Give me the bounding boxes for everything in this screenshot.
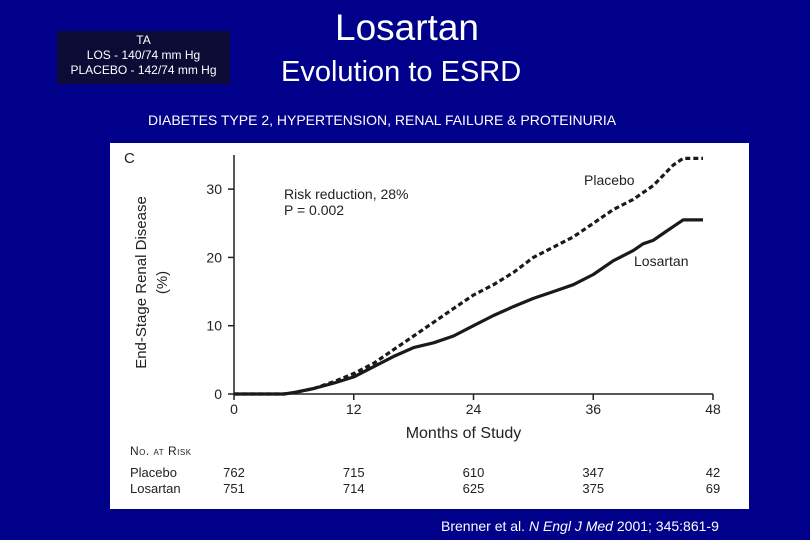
y-tick-label: 20 <box>206 249 222 265</box>
y-tick-label: 10 <box>206 318 222 334</box>
at-risk-value: 751 <box>223 481 245 496</box>
citation: Brenner et al. N Engl J Med 2001; 345:86… <box>441 517 719 535</box>
page-subtitle: Evolution to ESRD <box>281 56 522 88</box>
x-axis-label: Months of Study <box>406 425 522 442</box>
citation-authors: Brenner et al. <box>441 518 529 534</box>
series-label-losartan: Losartan <box>634 253 688 269</box>
ta-title: TA <box>136 33 151 47</box>
x-tick-label: 36 <box>585 401 601 417</box>
at-risk-value: 610 <box>463 465 485 480</box>
at-risk-value: 762 <box>223 465 245 480</box>
panel-label: C <box>124 150 135 167</box>
y-axis-label: End-Stage Renal Disease <box>133 196 150 369</box>
at-risk-value: 42 <box>706 465 720 480</box>
y-axis-label-unit: (%) <box>154 271 171 294</box>
series-line-losartan <box>234 218 703 396</box>
ta-info-box: TA LOS - 140/74 mm Hg PLACEBO - 142/74 m… <box>57 31 230 84</box>
x-tick-label: 0 <box>230 401 238 417</box>
at-risk-value: 347 <box>582 465 604 480</box>
series-label-placebo: Placebo <box>584 172 635 188</box>
at-risk-header: No. at Risk <box>130 444 192 458</box>
y-tick-label: 0 <box>214 386 222 402</box>
at-risk-value: 625 <box>463 481 485 496</box>
citation-journal: N Engl J Med <box>528 518 613 534</box>
x-tick-label: 48 <box>705 401 721 417</box>
at-risk-value: 69 <box>706 481 720 496</box>
at-risk-value: 375 <box>582 481 604 496</box>
annotation-p-value: P = 0.002 <box>284 202 344 218</box>
at-risk-value: 714 <box>343 481 365 496</box>
at-risk-value: 715 <box>343 465 365 480</box>
ta-losartan-bp: LOS - 140/74 mm Hg <box>86 48 201 62</box>
x-tick-label: 12 <box>346 401 362 417</box>
at-risk-row-label: Placebo <box>130 465 177 480</box>
annotation-risk-reduction: Risk reduction, 28% <box>284 186 409 202</box>
page-title: Losartan <box>335 7 479 48</box>
citation-details: 2001; 345:861-9 <box>612 518 719 534</box>
study-description: DIABETES TYPE 2, HYPERTENSION, RENAL FAI… <box>148 112 617 128</box>
ta-placebo-bp: PLACEBO - 142/74 mm Hg <box>70 63 217 77</box>
y-tick-label: 30 <box>206 181 222 197</box>
x-tick-label: 24 <box>466 401 482 417</box>
at-risk-row-label: Losartan <box>130 481 181 496</box>
chart-svg: C 0 10 20 30 0 12 24 36 48 Months of Study End-Stag… <box>124 150 721 496</box>
chart-figure: C 0 10 20 30 0 12 24 36 48 Months of Study End-Stag… <box>110 143 749 509</box>
